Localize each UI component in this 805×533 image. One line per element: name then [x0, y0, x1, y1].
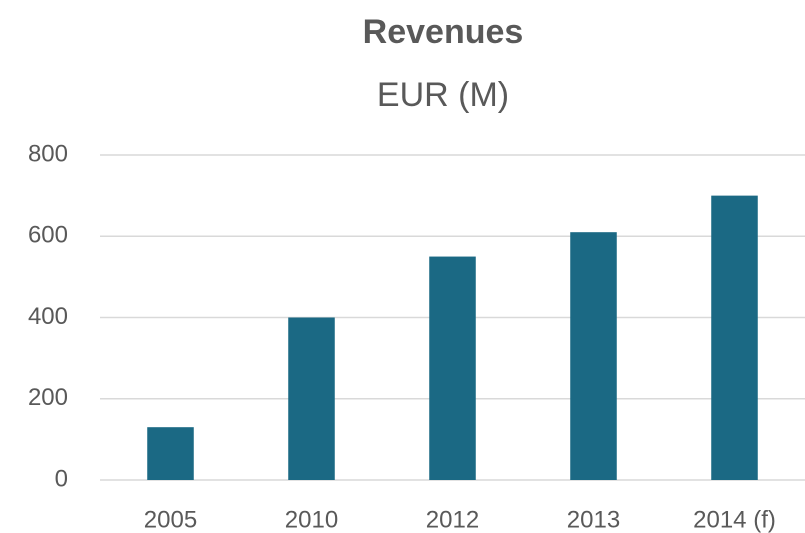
y-tick-label: 400: [28, 303, 68, 330]
bar: [429, 256, 476, 480]
y-tick-label: 600: [28, 222, 68, 249]
chart-title: Revenues: [363, 13, 524, 51]
x-tick-label: 2013: [567, 506, 620, 533]
x-tick-label: 2005: [144, 506, 197, 533]
x-tick-label: 2014 (f): [693, 506, 776, 533]
bar: [147, 427, 194, 480]
y-tick-label: 200: [28, 384, 68, 411]
x-tick-label: 2012: [426, 506, 479, 533]
y-tick-label: 800: [28, 140, 68, 167]
x-tick-label: 2010: [285, 506, 338, 533]
y-tick-label: 0: [55, 465, 68, 492]
bar: [570, 232, 617, 480]
bar: [288, 317, 335, 480]
chart-subtitle: EUR (M): [377, 76, 509, 114]
bar: [711, 195, 758, 480]
